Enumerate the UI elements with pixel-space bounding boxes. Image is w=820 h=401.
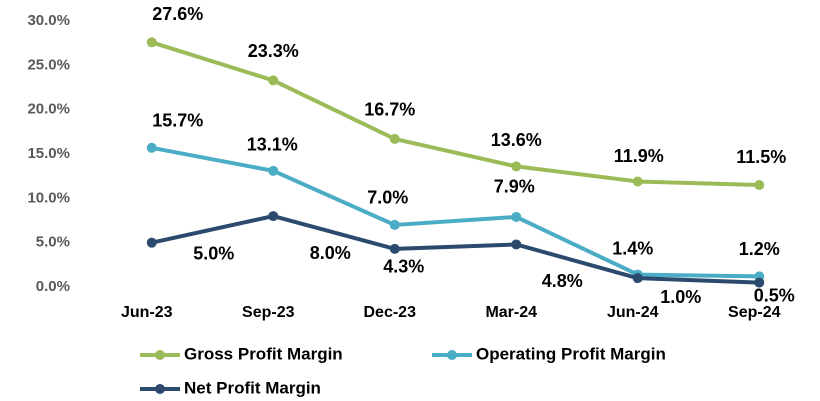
x-tick-label: Dec-23 [364, 304, 417, 321]
y-tick-label: 20.0% [27, 101, 70, 118]
series-line [151, 214, 760, 285]
y-tick-label: 0.0% [36, 278, 70, 295]
data-label: 13.1% [247, 135, 298, 155]
data-label: 16.7% [364, 100, 415, 120]
data-label: 15.7% [152, 111, 203, 131]
data-point [511, 161, 522, 172]
data-label: 0.5% [754, 285, 795, 305]
data-point [389, 219, 400, 230]
series-line [151, 145, 760, 279]
data-label: 13.6% [491, 130, 542, 150]
legend-label: Operating Profit Margin [476, 344, 666, 363]
data-label: 5.0% [193, 243, 234, 263]
data-label: 8.0% [310, 243, 351, 263]
data-point [389, 133, 400, 144]
y-tick-label: 10.0% [27, 189, 70, 206]
data-point [511, 239, 522, 250]
data-label: 27.6% [152, 4, 203, 24]
data-label: 1.2% [739, 239, 780, 259]
data-label: 23.3% [248, 41, 299, 61]
y-tick-label: 15.0% [27, 145, 70, 162]
data-label: 4.3% [383, 257, 424, 277]
data-label: 1.0% [660, 287, 701, 307]
y-tick-label: 25.0% [27, 56, 70, 73]
data-point [146, 37, 157, 48]
data-point [146, 237, 157, 248]
data-label: 11.9% [614, 146, 664, 166]
data-label: 7.9% [494, 177, 535, 197]
x-tick-label: Jun-23 [121, 304, 173, 321]
data-point [268, 211, 279, 222]
data-label: 11.5% [736, 147, 786, 167]
y-tick-label: 5.0% [36, 234, 70, 251]
legend-marker [155, 384, 165, 394]
x-tick-label: Jun-24 [607, 304, 659, 321]
data-label: 4.8% [542, 271, 583, 291]
x-tick-label: Sep-24 [728, 304, 781, 321]
data-point [268, 165, 279, 176]
data-point [632, 176, 643, 187]
series-line [151, 40, 760, 188]
x-tick-label: Mar-24 [485, 304, 537, 321]
data-point [754, 180, 765, 191]
legend-label: Net Profit Margin [184, 378, 321, 397]
data-label: 7.0% [367, 188, 408, 208]
x-tick-label: Sep-23 [242, 304, 295, 321]
data-point [389, 243, 400, 254]
data-point [268, 75, 279, 86]
data-point [511, 211, 522, 222]
data-point [632, 273, 643, 284]
legend-marker [155, 350, 165, 360]
data-point [754, 277, 765, 288]
legend-marker [447, 350, 457, 360]
y-tick-label: 30.0% [27, 12, 70, 29]
data-point [146, 142, 157, 153]
legend-label: Gross Profit Margin [184, 344, 343, 363]
data-label: 1.4% [612, 238, 653, 258]
